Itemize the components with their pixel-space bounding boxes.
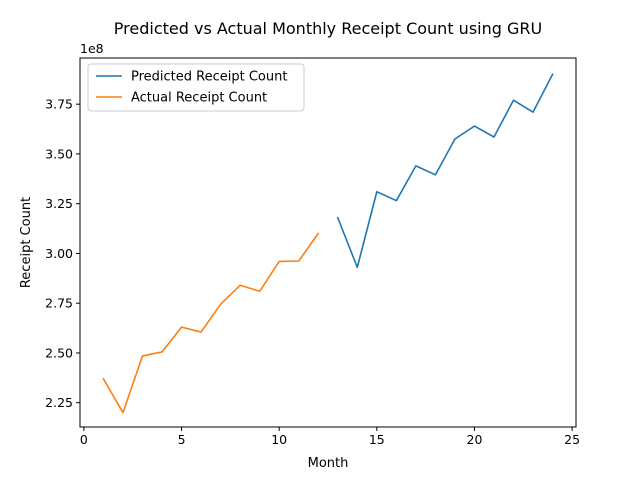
legend-label: Predicted Receipt Count [131, 70, 287, 85]
x-axis: 0 5 10 15 20 25 [80, 427, 580, 447]
y-tick-label: 3.00 [45, 246, 73, 261]
y-tick-label: 2.50 [45, 345, 73, 360]
y-offset-label: 1e8 [80, 41, 104, 56]
x-tick-label: 20 [467, 432, 483, 447]
series-line-predicted [336, 73, 554, 269]
x-axis-title: Month [308, 456, 349, 471]
legend-label: Actual Receipt Count [131, 91, 267, 106]
legend: Predicted Receipt Count Actual Receipt Co… [87, 63, 305, 112]
x-tick-label: 10 [271, 432, 287, 447]
axes-frame [79, 57, 577, 428]
x-tick-label: 25 [564, 432, 580, 447]
x-tick-label: 5 [178, 432, 186, 447]
y-tick-label: 3.25 [45, 196, 73, 211]
y-tick-label: 2.25 [45, 395, 73, 410]
legend-box [87, 63, 305, 112]
y-tick-label: 3.50 [45, 146, 73, 161]
x-tick-label: 15 [369, 432, 385, 447]
series-line-actual [102, 232, 320, 414]
y-axis: 2.25 2.50 2.75 3.00 3.25 3.50 3.75 [45, 97, 80, 410]
plot-frame [79, 57, 577, 428]
y-tick-label: 3.75 [45, 97, 73, 112]
series-layer [102, 73, 554, 414]
y-tick-label: 2.75 [45, 296, 73, 311]
y-axis-title: Receipt Count [19, 197, 34, 288]
plot-area [80, 58, 576, 427]
chart-title: Predicted vs Actual Monthly Receipt Coun… [114, 19, 542, 38]
x-tick-label: 0 [80, 432, 88, 447]
